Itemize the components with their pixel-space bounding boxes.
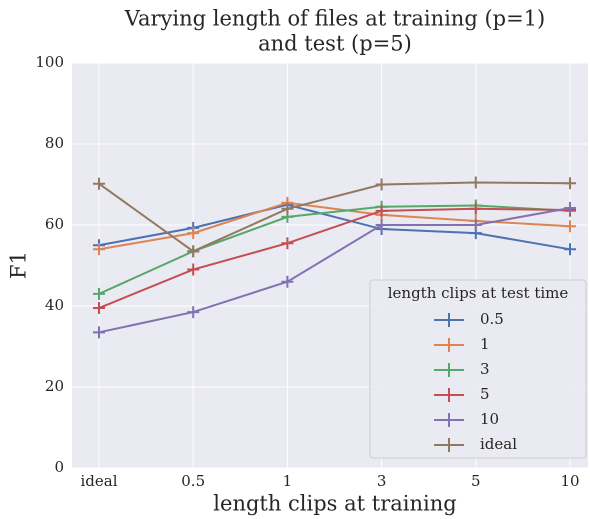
y-tick-label: 40 — [45, 296, 64, 314]
line-series — [98, 207, 571, 309]
line-series — [98, 203, 571, 251]
y-tick-label: 0 — [54, 458, 64, 476]
legend-marker — [434, 338, 464, 352]
point-marker — [469, 176, 482, 189]
point-marker — [281, 275, 294, 288]
legend-marker — [434, 363, 464, 377]
y-tick-label: 100 — [35, 53, 64, 71]
x-tick-label: 0.5 — [181, 472, 205, 490]
chart-title: Varying length of files at training (p=1… — [124, 7, 545, 31]
line-series — [98, 207, 571, 334]
x-tick-label: 5 — [471, 472, 481, 490]
point-marker — [93, 177, 105, 190]
point-marker — [187, 263, 200, 276]
legend-marker — [434, 413, 464, 427]
point-marker — [93, 243, 105, 256]
x-axis-label: length clips at training — [213, 492, 456, 516]
x-tick-label: ideal — [80, 472, 117, 490]
y-tick-label: 20 — [45, 377, 64, 395]
point-marker — [564, 243, 576, 256]
legend-label: 1 — [480, 335, 490, 353]
legend-label: 0.5 — [480, 310, 504, 328]
legend-label: 3 — [480, 360, 490, 378]
point-marker — [93, 302, 105, 315]
point-marker — [469, 202, 482, 215]
legend-marker — [434, 438, 464, 452]
line-series — [98, 181, 571, 253]
point-marker — [564, 220, 576, 233]
point-marker — [375, 178, 388, 191]
legend-title: length clips at test time — [388, 284, 569, 302]
x-tick-label: 3 — [377, 472, 387, 490]
legend-label: 5 — [480, 385, 490, 403]
point-marker — [187, 245, 200, 258]
point-marker — [93, 326, 105, 339]
chart-title: and test (p=5) — [258, 32, 412, 56]
point-marker — [281, 237, 294, 250]
x-tick-label: 1 — [283, 472, 293, 490]
point-marker — [375, 204, 388, 217]
point-marker — [564, 177, 576, 190]
legend-marker — [434, 313, 464, 327]
legend-label: 10 — [480, 410, 499, 428]
point-marker — [281, 202, 294, 215]
y-tick-label: 80 — [45, 134, 64, 152]
point-marker — [187, 227, 200, 240]
point-marker — [93, 287, 105, 300]
point-marker — [469, 219, 482, 231]
legend-box — [369, 279, 587, 459]
point-marker — [564, 201, 576, 214]
point-marker — [375, 219, 388, 231]
point-marker — [187, 306, 200, 319]
y-tick-label: 60 — [45, 215, 64, 233]
legend-marker — [434, 388, 464, 402]
legend-label: ideal — [480, 435, 517, 453]
y-axis-label: F1 — [7, 251, 31, 279]
line-series — [98, 204, 571, 295]
x-tick-label: 10 — [560, 472, 579, 490]
